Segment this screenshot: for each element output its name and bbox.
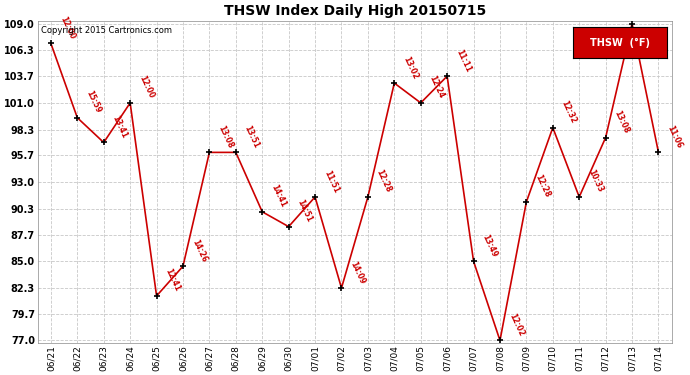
Text: 14:51: 14:51 xyxy=(295,198,314,224)
Text: Copyright 2015 Cartronics.com: Copyright 2015 Cartronics.com xyxy=(41,26,172,34)
Text: 13:02: 13:02 xyxy=(402,55,420,80)
Text: 13:08: 13:08 xyxy=(613,109,631,135)
Text: 12:41: 12:41 xyxy=(164,267,182,293)
Text: 12:00: 12:00 xyxy=(58,15,76,41)
Text: 14:09: 14:09 xyxy=(348,260,367,285)
Text: 10:33: 10:33 xyxy=(586,168,604,194)
Title: THSW Index Daily High 20150715: THSW Index Daily High 20150715 xyxy=(224,4,486,18)
Text: 13:49: 13:49 xyxy=(480,233,499,258)
Text: 13:51: 13:51 xyxy=(243,124,261,150)
Text: 12:32: 12:32 xyxy=(560,99,578,125)
Text: 14:26: 14:26 xyxy=(190,238,208,264)
Text: 15:59: 15:59 xyxy=(84,90,103,115)
Text: 13:08: 13:08 xyxy=(217,124,235,150)
Text: 11:06: 11:06 xyxy=(665,124,684,150)
Text: 11:51: 11:51 xyxy=(322,169,340,194)
Text: 13:41: 13:41 xyxy=(110,114,129,140)
Text: 12:28: 12:28 xyxy=(533,173,552,199)
Text: 12:24: 12:24 xyxy=(428,75,446,100)
Text: 14:41: 14:41 xyxy=(269,183,288,209)
Text: 12:02: 12:02 xyxy=(507,312,525,338)
Text: 11:11: 11:11 xyxy=(454,48,473,74)
Text: 12:00: 12:00 xyxy=(137,75,155,100)
Text: 12:28: 12:28 xyxy=(375,168,393,194)
